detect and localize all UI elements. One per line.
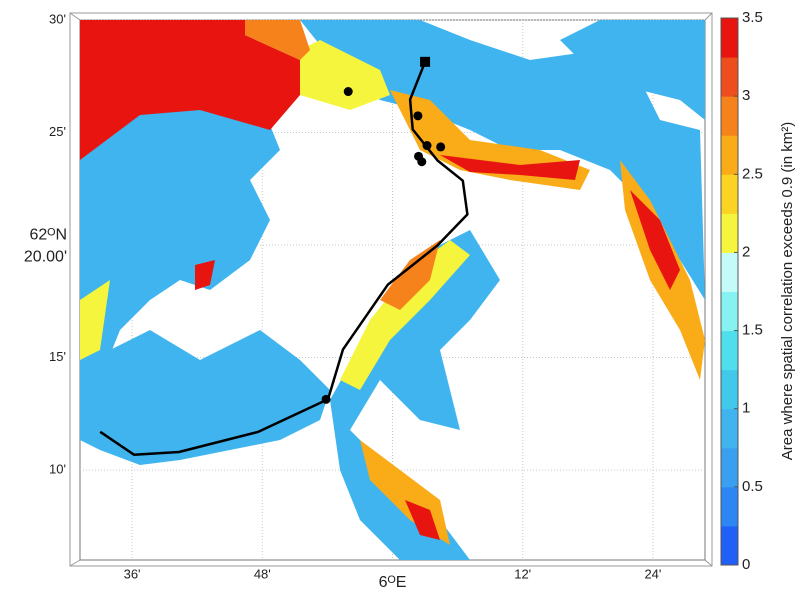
- station: [343, 87, 353, 97]
- colorbar-segment: [721, 291, 738, 332]
- field-area: [280, 40, 390, 110]
- frame-corner: [704, 559, 713, 567]
- field-area: [405, 500, 440, 540]
- x-tick-label: 6ᴼE: [379, 574, 407, 591]
- y-tick-label: 30': [49, 11, 66, 26]
- colorbar-tick-label: 2: [742, 243, 750, 260]
- colorbar-segment: [721, 369, 738, 410]
- correlation-field: [80, 20, 705, 560]
- field-area: [80, 20, 300, 160]
- colorbar-segment: [721, 135, 738, 175]
- colorbar-tick-label: 3.5: [742, 9, 763, 26]
- x-tick-label: 36': [124, 566, 141, 581]
- field-area: [80, 330, 330, 465]
- y-tick-label: 25': [49, 124, 66, 139]
- overlay: [99, 56, 469, 456]
- station: [413, 111, 423, 121]
- colorbar-tick-label: 1: [742, 400, 750, 417]
- station: [321, 394, 331, 404]
- frame-corner: [704, 12, 713, 21]
- field-area: [630, 190, 680, 290]
- field-area: [80, 105, 280, 400]
- colorbar-segment: [721, 447, 738, 488]
- x-tick-label: 24': [644, 566, 661, 581]
- field-area: [300, 20, 705, 300]
- colorbar-tick-label: 0: [742, 556, 750, 573]
- colorbar-label: Area where spatial correlation exceeds 0…: [779, 122, 796, 460]
- y-tick-label: 20.00': [24, 248, 67, 265]
- colorbar-tick-label: 1.5: [742, 322, 763, 339]
- colorbar-segment: [721, 96, 738, 136]
- x-tick-label: 12': [514, 566, 531, 581]
- field-area: [380, 240, 440, 310]
- outer-frame: [69, 12, 713, 567]
- colorbar-tick-label: 0.5: [742, 478, 763, 495]
- colorbar-segment: [721, 330, 738, 371]
- field-area: [195, 260, 215, 290]
- y-tick-label: 10': [49, 461, 66, 476]
- colorbar-segment: [721, 213, 738, 253]
- station: [422, 141, 432, 151]
- colorbar-tick-label: 2.5: [742, 165, 763, 182]
- track-line: [99, 61, 469, 456]
- field-area: [440, 155, 580, 180]
- colorbar-tick-label: 3: [742, 87, 750, 104]
- station: [436, 142, 446, 152]
- field-area: [245, 20, 310, 60]
- field-area: [340, 240, 470, 390]
- station: [417, 157, 427, 167]
- colorbar-segment: [721, 57, 738, 97]
- frame: [69, 12, 713, 567]
- frame-corner: [69, 12, 81, 21]
- x-tick-label: 48': [254, 566, 271, 581]
- colorbar-segment: [721, 174, 738, 214]
- colorbar-segment: [721, 486, 738, 527]
- colorbar: [720, 17, 739, 566]
- colorbar-segment: [721, 252, 738, 292]
- y-tick-label: 62ᴼN: [29, 226, 67, 243]
- frame-corner: [69, 559, 81, 567]
- colorbar-segment: [721, 18, 738, 58]
- colorbar-segment: [721, 408, 738, 449]
- origin-marker: [420, 56, 431, 67]
- field-area: [560, 20, 705, 120]
- y-tick-label: 15': [49, 349, 66, 364]
- field-area: [80, 280, 110, 360]
- colorbar-segment: [721, 525, 738, 566]
- colorbar-frame: [720, 17, 739, 566]
